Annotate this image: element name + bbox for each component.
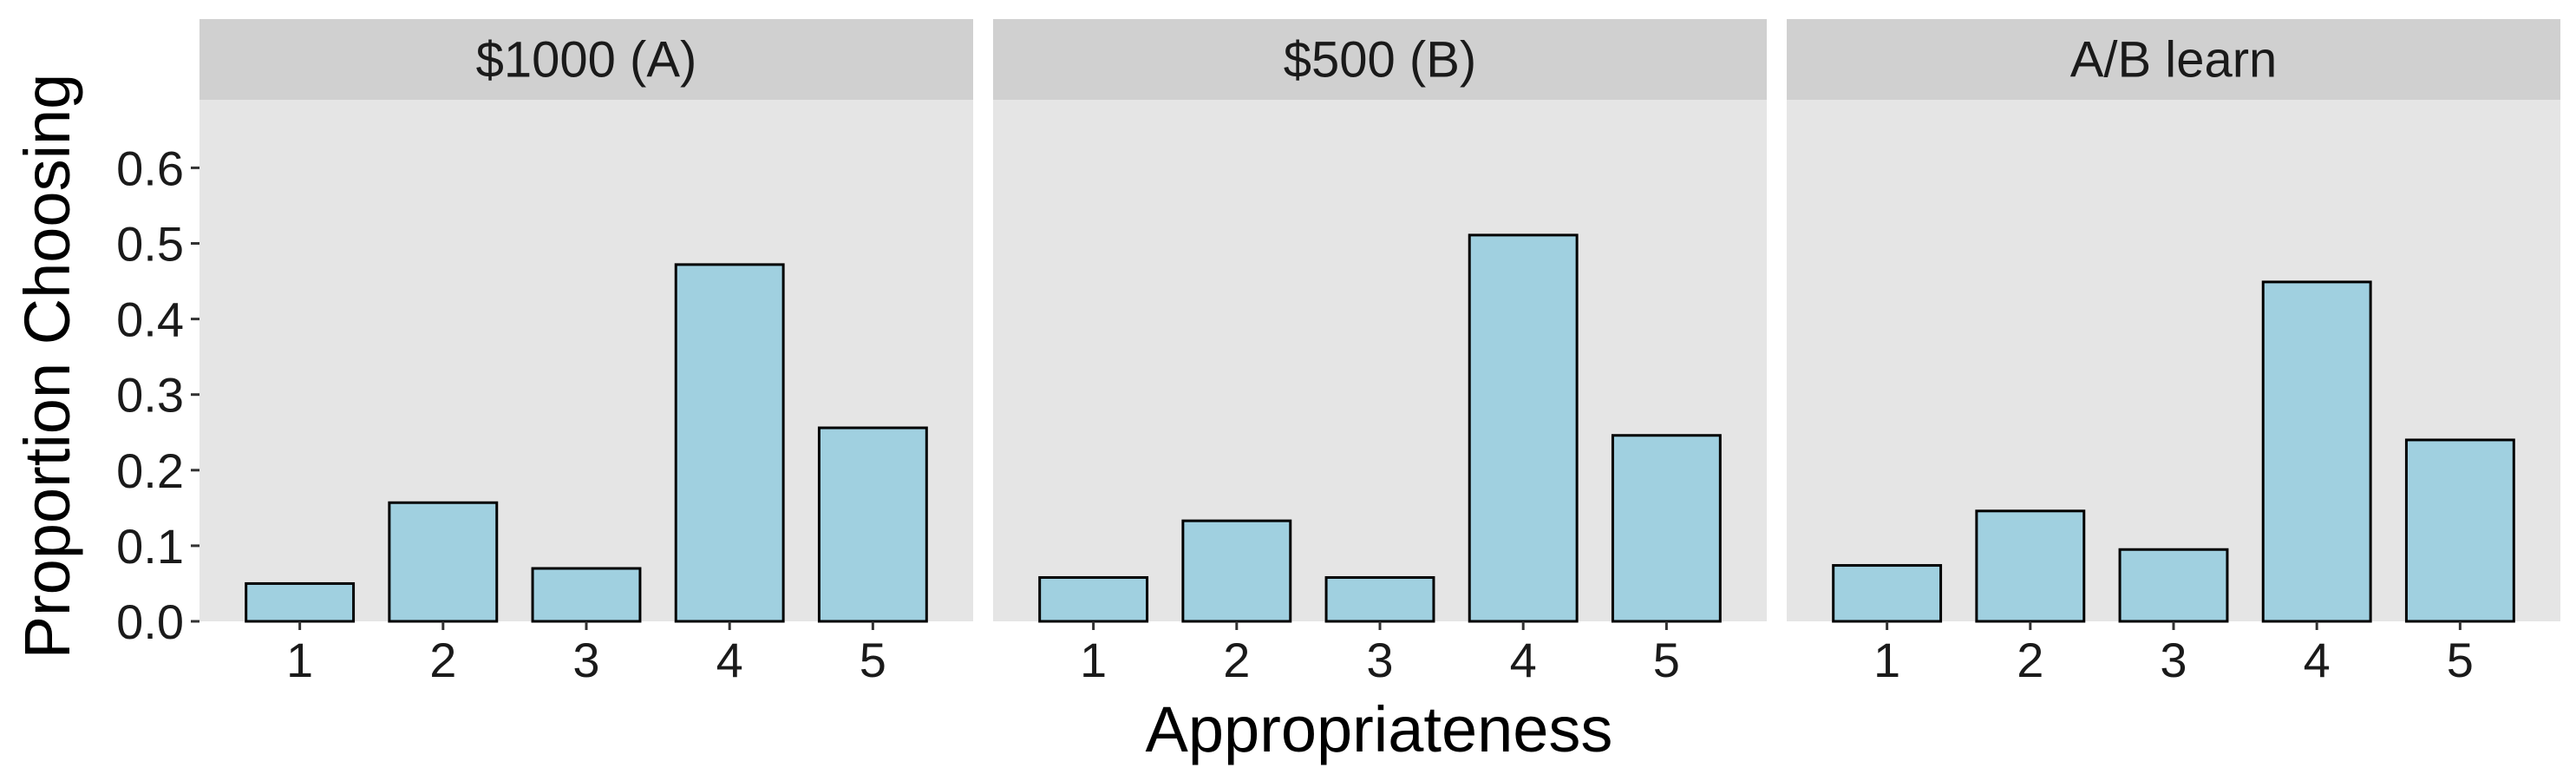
bar bbox=[1832, 564, 1943, 623]
x-tick-label: 2 bbox=[2017, 633, 2043, 687]
bar bbox=[388, 501, 499, 623]
bar bbox=[531, 567, 642, 623]
y-tick-label: 0.3 bbox=[116, 368, 184, 423]
x-tick-label: 5 bbox=[860, 633, 886, 687]
y-axis-title: Proportion Choosing bbox=[11, 74, 83, 660]
x-tick-label: 3 bbox=[572, 633, 599, 687]
y-axis: 0.0 0.1 0.2 0.3 0.4 0.5 0.6 bbox=[116, 141, 199, 649]
facet-strip-label: A/B learn bbox=[2070, 32, 2278, 89]
x-tick-label: 1 bbox=[1080, 633, 1107, 687]
x-tick-label: 2 bbox=[1223, 633, 1250, 687]
chart-panels: $1000 (A) 1 2 3 4 5 $500 (B) 1 2 3 4 5 A/B learn 1 2 3 4… bbox=[199, 19, 2560, 687]
x-tick-label: 1 bbox=[286, 633, 313, 687]
bar bbox=[1611, 434, 1722, 623]
x-tick-label: 4 bbox=[1510, 633, 1537, 687]
bar bbox=[2261, 280, 2372, 623]
bar bbox=[2118, 548, 2229, 623]
y-tick-label: 0.2 bbox=[116, 443, 184, 498]
facet-strip-label: $500 (B) bbox=[1284, 32, 1476, 89]
y-tick-label: 0.0 bbox=[116, 594, 184, 649]
x-tick-label: 4 bbox=[2304, 633, 2331, 687]
facet-panel: A/B learn 1 2 3 4 5 bbox=[1787, 19, 2560, 687]
x-axis-title: Appropriateness bbox=[1146, 693, 1613, 765]
facet-strip bbox=[199, 19, 973, 100]
x-tick-label: 4 bbox=[716, 633, 743, 687]
bar bbox=[1975, 509, 2086, 623]
facet-strip bbox=[993, 19, 1767, 100]
facet-strip-label: $1000 (A) bbox=[476, 32, 697, 89]
bar bbox=[245, 581, 356, 623]
x-tick-label: 3 bbox=[2160, 633, 2187, 687]
bar bbox=[1324, 575, 1435, 623]
x-tick-label: 2 bbox=[429, 633, 456, 687]
bar bbox=[1181, 519, 1292, 623]
bar bbox=[1468, 233, 1579, 623]
y-tick-label: 0.4 bbox=[116, 292, 184, 347]
bar bbox=[674, 263, 785, 623]
facet-strip bbox=[1787, 19, 2560, 100]
bar bbox=[817, 426, 928, 623]
x-tick-label: 1 bbox=[1873, 633, 1900, 687]
y-tick-label: 0.5 bbox=[116, 216, 184, 271]
x-tick-label: 5 bbox=[2447, 633, 2474, 687]
bar bbox=[2404, 438, 2515, 623]
y-tick-label: 0.6 bbox=[116, 141, 184, 195]
bar bbox=[1038, 575, 1149, 623]
x-tick-label: 3 bbox=[1366, 633, 1393, 687]
y-tick-label: 0.1 bbox=[116, 519, 184, 574]
x-tick-label: 5 bbox=[1653, 633, 1680, 687]
facet-panel: $1000 (A) 1 2 3 4 5 bbox=[199, 19, 973, 687]
facet-panel: $500 (B) 1 2 3 4 5 bbox=[993, 19, 1767, 687]
